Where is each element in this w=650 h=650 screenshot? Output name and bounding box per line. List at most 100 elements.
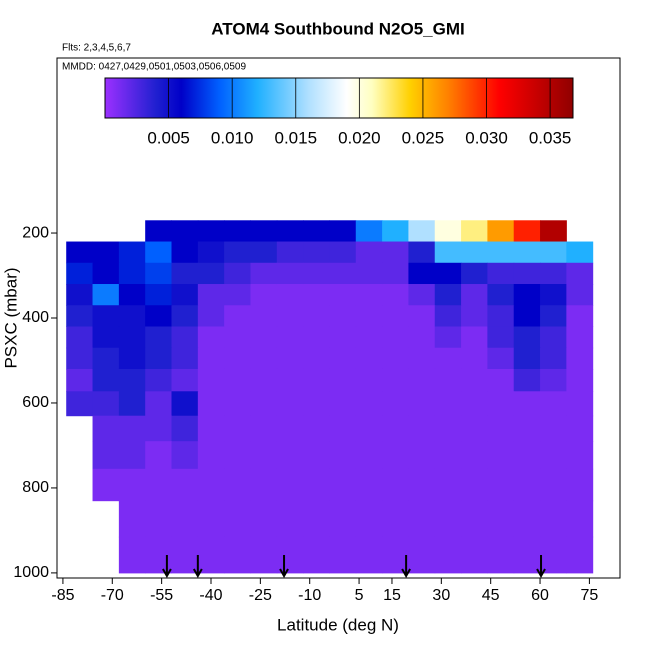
curtain-cell [276,262,304,285]
curtain-cell [171,347,199,370]
curtain-cell [224,391,251,417]
curtain-cell [145,391,173,417]
curtain-cell [145,468,173,502]
curtain-cell [329,368,357,392]
curtain-cell [92,326,120,349]
curtain-cell [566,368,594,392]
curtain-cell [250,220,278,243]
curtain-cell [250,415,278,442]
curtain-cell [382,415,409,442]
curtain-cell [382,220,409,243]
curtain-cell [329,305,357,327]
curtain-cell [513,326,541,349]
curtain-cell [303,305,330,327]
curtain-cell [118,415,146,442]
curtain-cell [434,241,462,264]
curtain-cell [197,441,225,470]
curtain-cell [303,326,330,349]
curtain-cell [171,368,199,392]
curtain-cell [303,368,330,392]
curtain-cell [171,500,199,538]
curtain-cell [118,284,146,306]
curtain-cell [276,536,304,574]
curtain-cell [566,500,594,538]
curtain-cell [487,241,515,264]
curtain-cell [92,415,120,442]
curtain-cell [566,415,594,442]
curtain-cell [513,347,541,370]
curtain-cell [382,262,409,285]
curtain-cell [171,536,199,574]
curtain-cell [197,391,225,417]
curtain-cell [329,326,357,349]
curtain-cell [197,415,225,442]
curtain-cell [118,262,146,285]
colorbar-tick-label: 0.005 [147,128,190,147]
curtain-cell [540,347,567,370]
curtain-cell [329,284,357,306]
curtain-cell [540,326,567,349]
curtain-cell [197,326,225,349]
curtain-cell [566,468,594,502]
curtain-cell [461,241,488,264]
curtain-cell [461,262,488,285]
curtain-cell [276,347,304,370]
curtain-cell [145,347,173,370]
curtain-cell [171,284,199,306]
curtain-cell [329,220,357,243]
curtain-cell [118,468,146,502]
curtain-cell [355,415,383,442]
curtain-cell [408,391,436,417]
curtain-cell [329,391,357,417]
curtain-cell [303,536,330,574]
curtain-cell [303,500,330,538]
curtain-cell [434,468,462,502]
curtain-cell [408,368,436,392]
curtain-cell [66,305,94,327]
curtain-cell [303,391,330,417]
curtain-cell [145,326,173,349]
annotation: MMDD: 0427,0429,0501,0503,0506,0509 [62,62,246,73]
curtain-cell [224,220,251,243]
curtain-cell [382,468,409,502]
curtain-cell [92,468,120,502]
curtain-cell [487,326,515,349]
colorbar-tick-label: 0.015 [274,128,317,147]
curtain-cell [197,536,225,574]
curtain-cell [540,284,567,306]
x-tick-label: -85 [51,587,74,604]
curtain-cell [224,415,251,442]
x-tick-label: 30 [432,587,450,604]
x-tick-label: -70 [101,587,124,604]
curtain-cell [487,391,515,417]
curtain-cell [434,500,462,538]
curtain-cell [513,241,541,264]
curtain-cell [355,500,383,538]
curtain-cell [434,415,462,442]
curtain-cell [145,305,173,327]
curtain-cell [355,468,383,502]
curtain-cell [434,536,462,574]
curtain-cell [118,326,146,349]
curtain-cell [461,468,488,502]
curtain-cell [197,468,225,502]
curtain-cell [171,220,199,243]
curtain-cell [408,500,436,538]
curtain-cell [355,305,383,327]
curtain-cell [250,347,278,370]
colorbar-tick-label: 0.010 [211,128,254,147]
curtain-cell [303,347,330,370]
curtain-cell [513,468,541,502]
curtain-cell [92,305,120,327]
curtain-cell [118,347,146,370]
curtain-cell [145,262,173,285]
curtain-cell [487,415,515,442]
curtain-cell [513,284,541,306]
y-tick-label: 1000 [13,564,49,581]
curtain-cell [355,536,383,574]
curtain-cell [461,326,488,349]
curtain-cell [197,220,225,243]
curtain-cell [250,305,278,327]
curtain-cell [329,241,357,264]
curtain-cell [224,536,251,574]
